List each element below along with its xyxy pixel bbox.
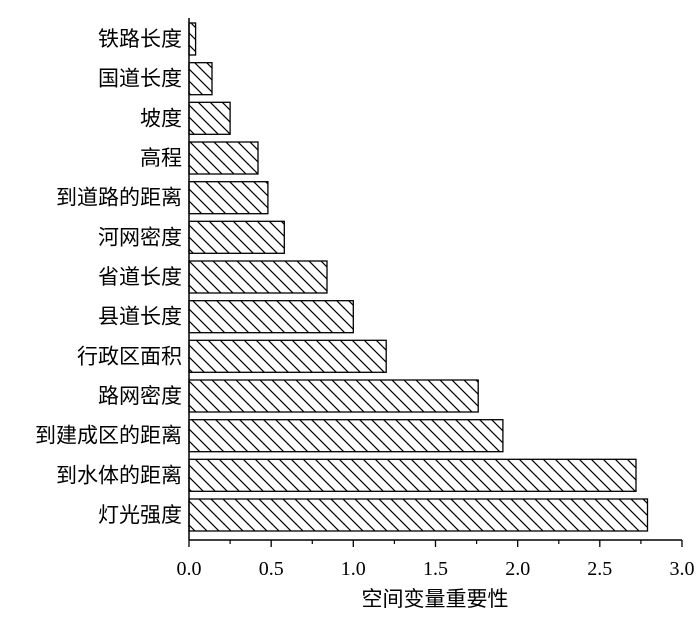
bar (188, 419, 504, 453)
category-label: 行政区面积 (77, 344, 182, 368)
category-label: 县道长度 (98, 305, 182, 329)
bar (188, 498, 649, 532)
x-tick-label: 1.0 (341, 558, 366, 580)
bar (188, 339, 387, 373)
bar (188, 260, 328, 294)
category-labels: 铁路长度国道长度坡度高程到道路的距离河网密度省道长度县道长度行政区面积路网密度到… (35, 27, 182, 527)
x-axis-title: 空间变量重要性 (362, 587, 509, 611)
category-label: 坡度 (140, 106, 182, 130)
bar (188, 181, 269, 215)
category-label: 到水体的距离 (56, 463, 182, 487)
category-label: 国道长度 (98, 67, 182, 91)
x-ticks: 0.0 0.5 1.0 1.5 2.0 2.5 3.0 (177, 540, 695, 580)
bar (188, 300, 354, 334)
category-label: 到建成区的距离 (35, 424, 182, 448)
category-label: 路网密度 (98, 384, 182, 408)
bar (188, 458, 637, 492)
bar (188, 379, 479, 413)
category-label: 省道长度 (98, 265, 182, 289)
x-tick-label: 2.0 (505, 558, 530, 580)
x-tick-label: 3.0 (670, 558, 695, 580)
bar (188, 101, 231, 135)
category-label: 灯光强度 (98, 503, 182, 527)
bar (188, 220, 285, 254)
x-tick-label: 1.5 (423, 558, 448, 580)
x-tick-label: 2.5 (587, 558, 612, 580)
category-label: 高程 (140, 146, 182, 170)
bar (188, 22, 197, 56)
category-label: 到道路的距离 (56, 186, 182, 210)
category-label: 铁路长度 (98, 27, 182, 51)
category-label: 河网密度 (98, 225, 182, 249)
bar (188, 62, 213, 96)
bars-group (188, 22, 649, 532)
x-tick-label: 0.5 (259, 558, 284, 580)
x-tick-label: 0.0 (177, 558, 202, 580)
bar (188, 141, 259, 175)
